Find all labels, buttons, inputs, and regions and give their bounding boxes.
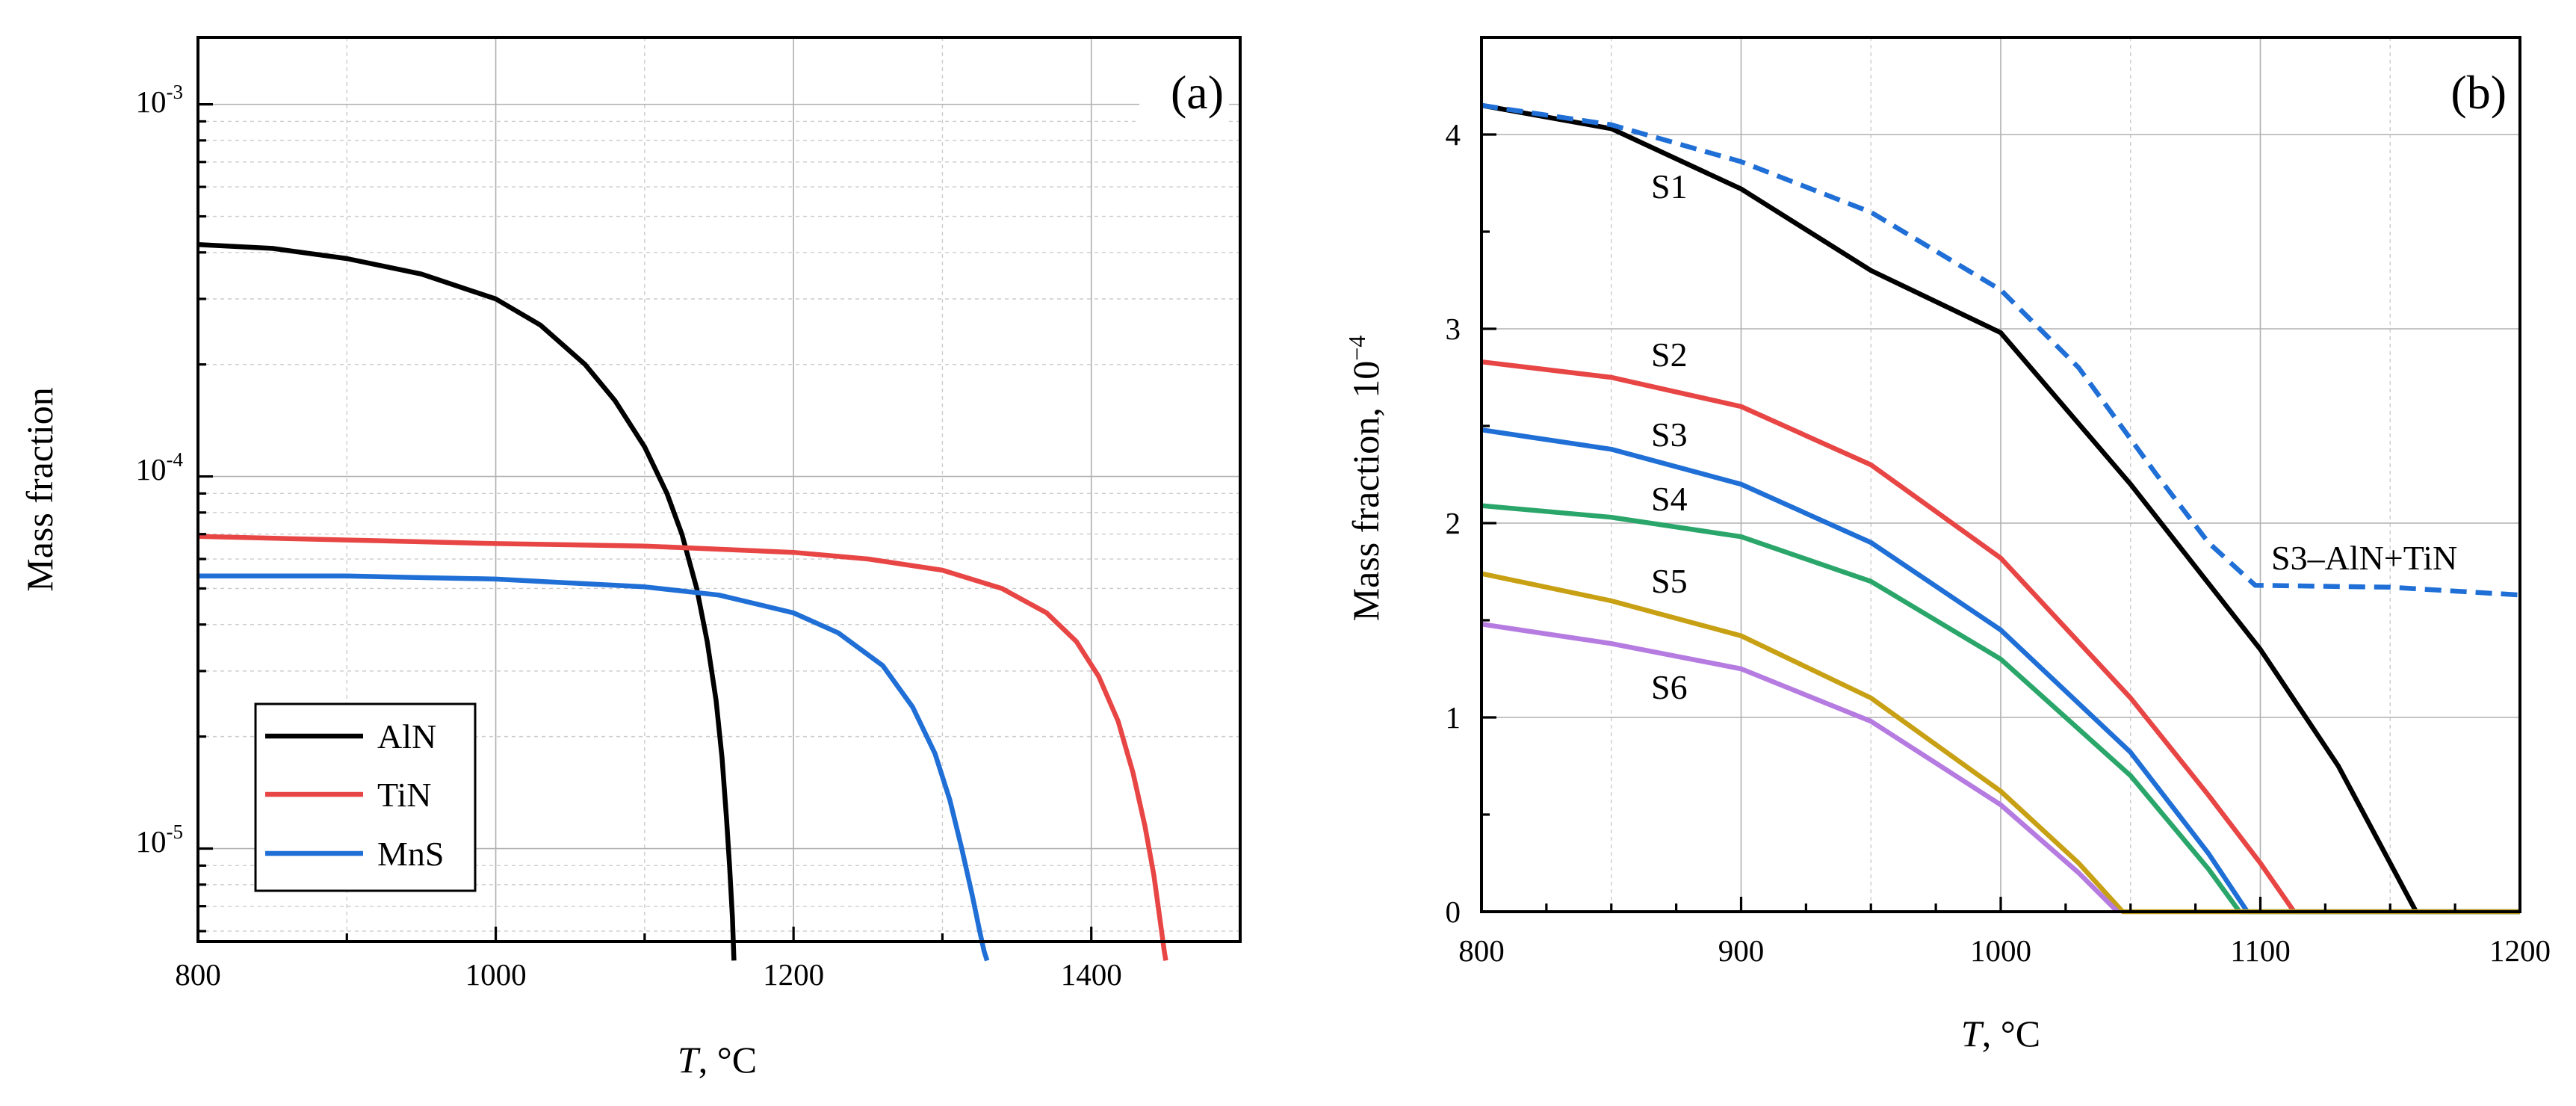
panel-b-y-tick-label: 2 — [1446, 506, 1461, 540]
legend-label: AlN — [377, 717, 436, 756]
panel-a-frame — [196, 36, 1242, 943]
series-line-s5 — [1481, 571, 2520, 915]
panel-a-y-tick-label: 10-4 — [136, 448, 184, 486]
series-line-s3-aln-tin — [1481, 102, 2521, 598]
panel-a-x-tick-label: 1000 — [465, 957, 527, 992]
panel-b-grid — [1481, 37, 2520, 912]
panel-a-x-tick-label: 1400 — [1061, 957, 1122, 992]
panel-a-series — [197, 241, 1168, 962]
panel-b-y-tick-label: 3 — [1446, 312, 1461, 346]
curve-label-s3-aln-tin: S3–AlN+TiN — [2271, 539, 2457, 577]
legend-label: TiN — [377, 776, 431, 814]
series-line-mns — [198, 573, 990, 962]
panel-b-series — [1481, 102, 2521, 915]
curve-label-s2: S2 — [1651, 336, 1688, 374]
panel-b-x-tick-label: 1000 — [1970, 933, 2031, 968]
panel-b-x-tick-label: 900 — [1718, 933, 1765, 968]
series-line-aln — [197, 241, 737, 961]
panel-b-ticks — [1480, 36, 2521, 913]
curve-label-s3: S3 — [1651, 415, 1688, 454]
panel-b-y-tick-label: 0 — [1446, 895, 1461, 929]
curve-label-s1: S1 — [1651, 167, 1688, 206]
panel-a-grid — [198, 37, 1240, 942]
panel-a-label-bg — [1139, 54, 1229, 129]
panel-b-x-tick-label: 1100 — [2230, 933, 2290, 968]
panel-b-x-axis-label: T, °C — [1961, 1013, 2040, 1054]
panel-b-label: (b) — [2450, 66, 2507, 119]
series-line-tin — [197, 534, 1168, 961]
panel-b-y-tick-label: 1 — [1446, 700, 1461, 735]
panel-a-label: (a) — [1171, 66, 1224, 119]
panel-a: 800 1000 1200 1400 10-3 10-4 10-5 T, °C … — [19, 36, 1242, 1081]
series-line-s4 — [1481, 503, 2520, 915]
panel-b-y-tick-label: 4 — [1446, 117, 1461, 152]
series-line-s1 — [1481, 102, 2520, 915]
panel-a-x-tick-label: 800 — [175, 957, 221, 992]
panel-b-x-tick-label: 1200 — [2489, 933, 2551, 968]
panel-b: 800 900 1000 1100 1200 0 1 2 3 4 T, °C M… — [1343, 36, 2551, 1054]
panel-b-x-tick-label: 800 — [1458, 933, 1505, 968]
series-line-s2 — [1481, 359, 2520, 915]
series-line-s3 — [1481, 427, 2520, 915]
legend-label: MnS — [377, 835, 444, 873]
panel-a-y-tick-label: 10-5 — [136, 821, 184, 859]
curve-label-s4: S4 — [1651, 480, 1688, 518]
panel-b-y-axis-label: Mass fraction, 10−4 — [1343, 336, 1387, 622]
curve-label-s6: S6 — [1651, 668, 1688, 706]
curve-label-s5: S5 — [1651, 562, 1688, 600]
panel-a-x-axis-label: T, °C — [678, 1039, 757, 1081]
panel-a-legend: AlN TiN MnS — [254, 702, 477, 892]
panel-a-y-tick-label: 10-3 — [136, 81, 184, 119]
panel-a-ticks — [196, 103, 1242, 942]
panel-a-x-tick-label: 1200 — [763, 957, 824, 992]
panel-a-y-axis-label: Mass fraction — [19, 387, 61, 592]
series-line-s6 — [1481, 621, 2120, 914]
